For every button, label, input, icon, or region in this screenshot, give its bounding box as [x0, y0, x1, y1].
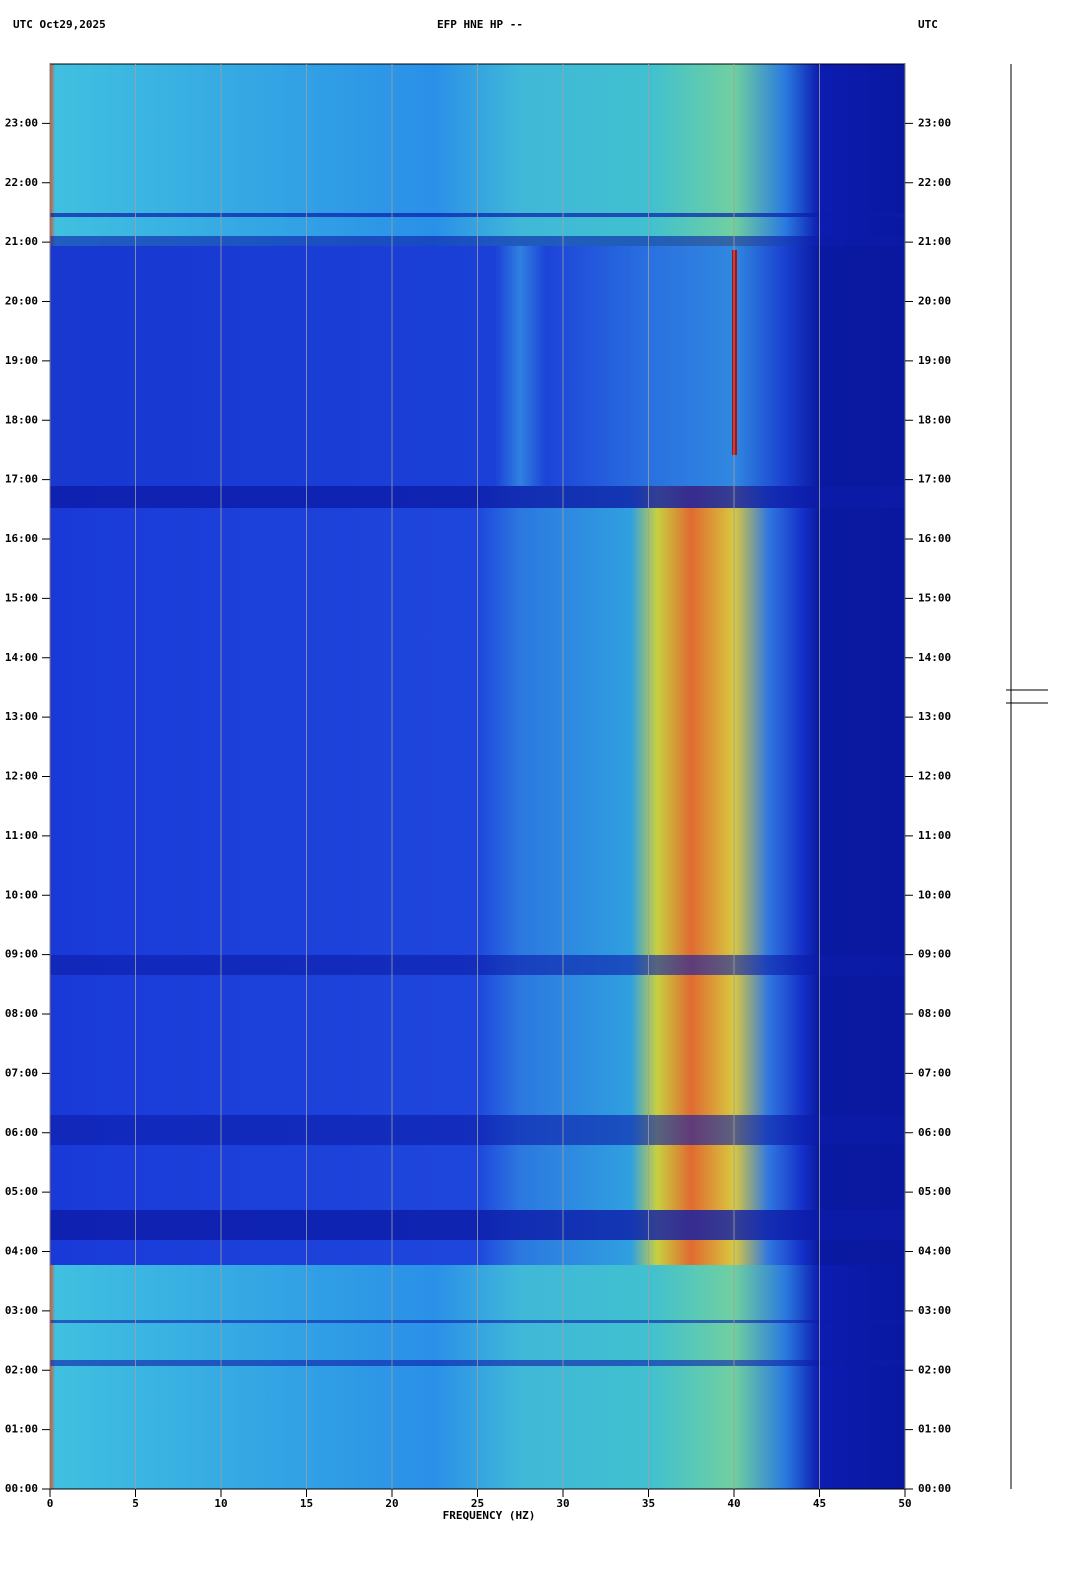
y-tick-label: 07:00	[5, 1066, 38, 1079]
y-tick-label: 02:00	[5, 1363, 38, 1376]
y-tick-label: 04:00	[5, 1245, 38, 1258]
y-tick-label: 20:00	[5, 295, 38, 308]
y-tick-label: 18:00	[5, 413, 38, 426]
y-tick-label: 08:00	[5, 1007, 38, 1020]
y-tick-label: 19:00	[918, 354, 951, 367]
y-tick-label: 05:00	[918, 1185, 951, 1198]
y-tick-label: 17:00	[5, 473, 38, 486]
y-tick-label: 18:00	[918, 413, 951, 426]
y-tick-label: 07:00	[918, 1066, 951, 1079]
x-tick-label: 50	[898, 1497, 911, 1510]
y-tick-label: 11:00	[918, 829, 951, 842]
x-tick-label: 10	[214, 1497, 227, 1510]
y-tick-label: 10:00	[918, 888, 951, 901]
y-tick-label: 10:00	[5, 888, 38, 901]
x-tick-label: 30	[556, 1497, 569, 1510]
y-tick-label: 06:00	[918, 1126, 951, 1139]
y-tick-label: 03:00	[5, 1304, 38, 1317]
x-tick-label: 15	[300, 1497, 313, 1510]
x-tick-label: 40	[727, 1497, 740, 1510]
amplitude-trace	[1006, 64, 1048, 1489]
y-tick-label: 17:00	[918, 473, 951, 486]
x-tick-label: 0	[47, 1497, 54, 1510]
y-tick-label: 20:00	[918, 295, 951, 308]
y-tick-label: 05:00	[5, 1185, 38, 1198]
y-tick-label: 16:00	[5, 532, 38, 545]
header-left: UTC Oct29,2025	[13, 18, 106, 31]
x-tick-label: 20	[385, 1497, 398, 1510]
x-axis-label: FREQUENCY (HZ)	[443, 1509, 536, 1522]
x-tick-label: 35	[642, 1497, 655, 1510]
y-tick-label: 08:00	[918, 1007, 951, 1020]
y-tick-label: 13:00	[5, 710, 38, 723]
y-tick-label: 00:00	[918, 1482, 951, 1495]
y-tick-label: 23:00	[918, 116, 951, 129]
y-tick-label: 12:00	[918, 770, 951, 783]
y-tick-label: 16:00	[918, 532, 951, 545]
y-tick-label: 02:00	[918, 1363, 951, 1376]
y-tick-label: 00:00	[5, 1482, 38, 1495]
y-tick-label: 14:00	[918, 651, 951, 664]
x-tick-label: 5	[132, 1497, 139, 1510]
y-tick-label: 15:00	[918, 591, 951, 604]
y-tick-label: 12:00	[5, 770, 38, 783]
y-tick-label: 01:00	[918, 1423, 951, 1436]
y-tick-label: 15:00	[5, 591, 38, 604]
y-tick-label: 11:00	[5, 829, 38, 842]
y-tick-label: 01:00	[5, 1423, 38, 1436]
header-right: UTC	[918, 18, 938, 31]
y-tick-label: 23:00	[5, 116, 38, 129]
y-tick-label: 22:00	[5, 176, 38, 189]
y-tick-label: 09:00	[5, 948, 38, 961]
y-tick-label: 13:00	[918, 710, 951, 723]
y-tick-label: 03:00	[918, 1304, 951, 1317]
y-tick-label: 21:00	[918, 235, 951, 248]
y-tick-label: 22:00	[918, 176, 951, 189]
y-tick-label: 21:00	[5, 235, 38, 248]
x-tick-label: 45	[813, 1497, 826, 1510]
y-tick-label: 09:00	[918, 948, 951, 961]
y-tick-label: 04:00	[918, 1245, 951, 1258]
y-tick-label: 14:00	[5, 651, 38, 664]
chart-title: EFP HNE HP --	[437, 18, 523, 31]
y-tick-label: 06:00	[5, 1126, 38, 1139]
x-tick-label: 25	[471, 1497, 484, 1510]
y-tick-label: 19:00	[5, 354, 38, 367]
